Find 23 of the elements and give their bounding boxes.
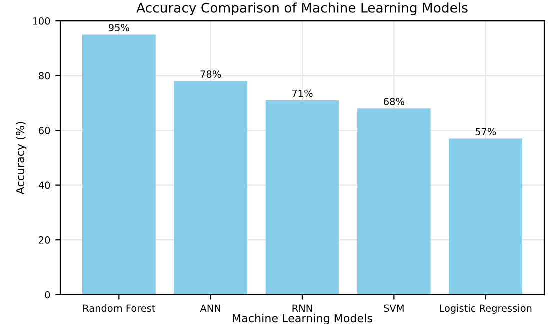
x-tick-label: Logistic Regression: [440, 304, 532, 314]
x-tick-label: SVM: [384, 304, 404, 312]
chart-title: Accuracy Comparison of Machine Learning Models: [136, 2, 468, 16]
data-label: 57%: [476, 128, 496, 136]
y-tick-label: 60: [39, 127, 50, 134]
data-label: 71%: [292, 90, 313, 98]
bar: [266, 100, 340, 295]
data-label: 68%: [384, 98, 404, 106]
y-tick-label: 20: [39, 236, 50, 244]
data-label: 95%: [108, 24, 130, 32]
x-tick-label: RNN: [292, 304, 312, 312]
y-tick-label: 100: [33, 18, 50, 25]
data-label: 78%: [200, 70, 222, 78]
y-tick-label: 0: [45, 291, 50, 299]
bar: [358, 108, 431, 295]
y-tick-label: 40: [38, 182, 50, 190]
bar: [174, 81, 248, 295]
bar: [449, 138, 522, 295]
bar: [82, 34, 156, 295]
y-tick-label: 80: [39, 72, 50, 80]
x-tick-label: Random Forest: [84, 304, 156, 312]
x-tick-label: ANN: [200, 304, 220, 312]
y-axis-title: Accuracy (%): [16, 122, 27, 195]
